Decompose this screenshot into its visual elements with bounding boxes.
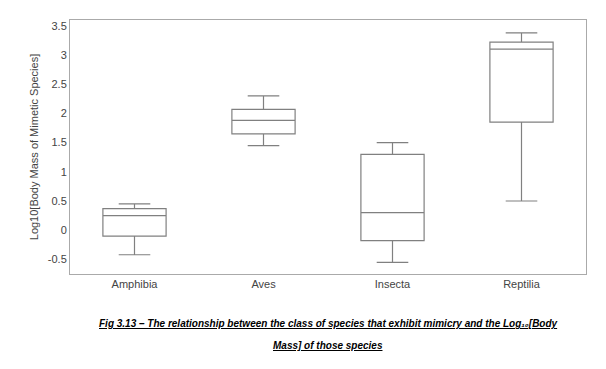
svg-text:Fig 3.13 – The relationship be: Fig 3.13 – The relationship between the … — [99, 318, 558, 329]
svg-text:1.5: 1.5 — [52, 136, 67, 148]
svg-text:Amphibia: Amphibia — [112, 278, 159, 290]
svg-text:0.5: 0.5 — [52, 195, 67, 207]
svg-text:0: 0 — [61, 224, 67, 236]
svg-text:1: 1 — [61, 166, 67, 178]
svg-text:3.5: 3.5 — [52, 20, 67, 32]
svg-text:Reptilia: Reptilia — [503, 278, 541, 290]
svg-text:Aves: Aves — [251, 278, 276, 290]
svg-text:2: 2 — [61, 107, 67, 119]
svg-text:-0.5: -0.5 — [48, 253, 67, 265]
svg-text:Insecta: Insecta — [375, 278, 411, 290]
svg-text:Log10[Body Mass of Mimetic Spe: Log10[Body Mass of Mimetic Species] — [28, 54, 40, 240]
svg-text:3: 3 — [61, 49, 67, 61]
svg-text:2.5: 2.5 — [52, 78, 67, 90]
svg-text:Mass] of those species: Mass] of those species — [273, 340, 383, 351]
